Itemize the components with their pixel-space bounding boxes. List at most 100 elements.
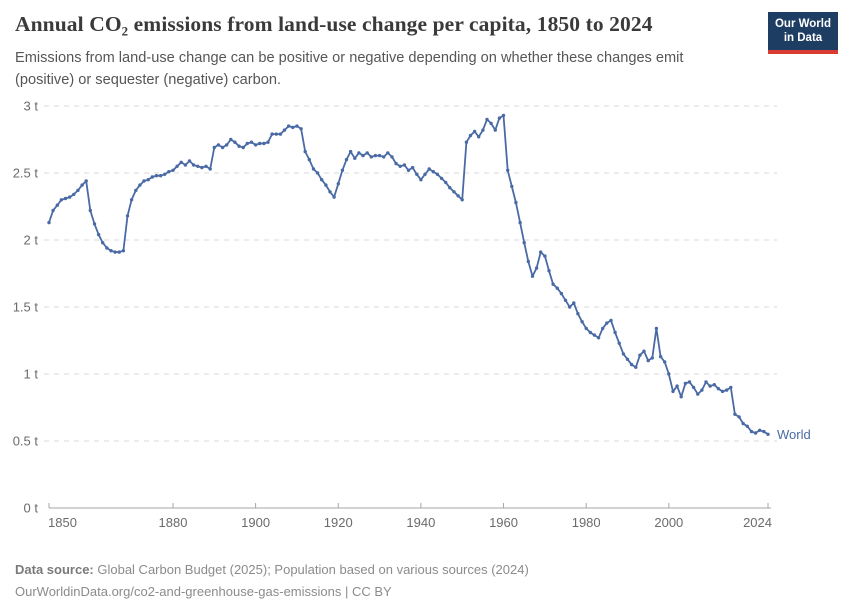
data-point-marker (348, 149, 353, 154)
data-point-marker (691, 385, 696, 390)
data-point-marker (539, 250, 543, 254)
data-point-marker (390, 155, 394, 159)
data-point-marker (105, 246, 109, 250)
data-point-marker (472, 129, 477, 134)
data-point-marker (617, 341, 621, 345)
data-point-marker (671, 389, 675, 394)
data-point-marker (225, 143, 229, 147)
data-point-marker (72, 192, 76, 197)
data-point-marker (398, 164, 402, 168)
data-point-marker (117, 250, 121, 254)
data-point-marker (708, 384, 712, 388)
data-point-marker (59, 198, 64, 202)
data-point-marker (733, 412, 737, 416)
data-point-marker (253, 143, 258, 147)
data-point-marker (47, 220, 51, 225)
data-point-marker (315, 171, 320, 175)
data-point-marker (377, 153, 382, 158)
data-point-marker (121, 249, 126, 253)
data-point-marker (266, 140, 270, 144)
data-point-marker (654, 326, 659, 331)
data-point-marker (291, 125, 295, 130)
data-point-marker (609, 318, 613, 323)
chart-subtitle-line1: Emissions from land-use change can be po… (15, 50, 684, 66)
data-point-marker (423, 172, 427, 176)
footer-url[interactable]: OurWorldinData.org/co2-and-greenhouse-ga… (15, 584, 392, 599)
data-point-marker (758, 428, 762, 432)
x-axis-tick-label: 1940 (406, 515, 435, 530)
data-point-marker (456, 194, 460, 198)
data-point-marker (497, 116, 502, 120)
data-point-marker (394, 161, 398, 166)
data-point-marker (501, 113, 506, 118)
data-point-marker (753, 431, 758, 435)
data-point-marker (712, 383, 716, 387)
data-point-marker (150, 175, 154, 179)
data-point-marker (129, 198, 134, 202)
data-point-marker (295, 124, 299, 128)
data-point-marker (613, 330, 617, 335)
data-point-marker (386, 151, 390, 155)
data-point-marker (663, 360, 667, 364)
line-series-world[interactable] (48, 114, 769, 436)
x-axis-tick-label: 2024 (743, 515, 772, 530)
data-point-marker (171, 168, 175, 172)
data-point-marker (642, 349, 646, 353)
owid-logo-line1: Our World (774, 18, 831, 30)
data-point-marker (510, 184, 514, 189)
series-end-label-world[interactable]: World (777, 427, 811, 442)
data-point-marker (601, 326, 605, 331)
data-point-marker (245, 141, 249, 146)
data-point-marker (138, 183, 142, 187)
data-point-marker (568, 305, 572, 309)
data-point-marker (592, 333, 597, 337)
data-point-marker (576, 312, 580, 316)
data-point-marker (163, 172, 167, 176)
data-point-marker (361, 153, 365, 158)
data-point-marker (675, 384, 679, 388)
data-point-marker (448, 186, 452, 190)
data-point-marker (629, 362, 634, 367)
data-point-marker (625, 357, 630, 361)
data-point-marker (464, 140, 469, 144)
data-point-marker (667, 372, 671, 376)
data-point-marker (683, 381, 688, 386)
data-point-marker (84, 179, 88, 183)
data-point-marker (332, 195, 336, 199)
data-point-marker (88, 208, 93, 213)
data-point-marker (55, 203, 59, 207)
data-point-marker (444, 180, 448, 185)
data-point-marker (762, 429, 766, 434)
owid-logo[interactable]: Our World in Data (768, 12, 838, 54)
data-point-marker (344, 157, 349, 162)
data-point-marker (588, 330, 592, 335)
data-point-marker (187, 159, 192, 163)
data-point-marker (477, 135, 481, 139)
data-point-marker (167, 170, 171, 174)
data-point-marker (142, 179, 146, 183)
data-point-marker (270, 132, 274, 136)
data-point-marker (696, 392, 700, 396)
data-point-marker (489, 121, 493, 126)
data-point-marker (241, 145, 245, 150)
data-point-marker (572, 301, 576, 305)
data-point-marker (526, 259, 530, 264)
data-point-marker (340, 168, 345, 172)
data-point-marker (158, 174, 163, 178)
data-point-marker (307, 157, 311, 162)
data-point-marker (336, 182, 340, 186)
data-point-marker (580, 320, 584, 324)
data-point-marker (687, 380, 692, 384)
data-point-marker (183, 163, 188, 167)
x-axis-tick-label: 1960 (489, 515, 518, 530)
data-point-marker (737, 415, 741, 419)
data-point-marker (468, 133, 473, 138)
data-point-marker (551, 282, 555, 286)
data-point-marker (274, 132, 278, 136)
footer-datasource: Data source: Global Carbon Budget (2025)… (15, 562, 529, 577)
y-axis-tick-label: 3 t (24, 99, 39, 114)
data-point-marker (415, 172, 419, 176)
data-point-marker (113, 250, 117, 254)
